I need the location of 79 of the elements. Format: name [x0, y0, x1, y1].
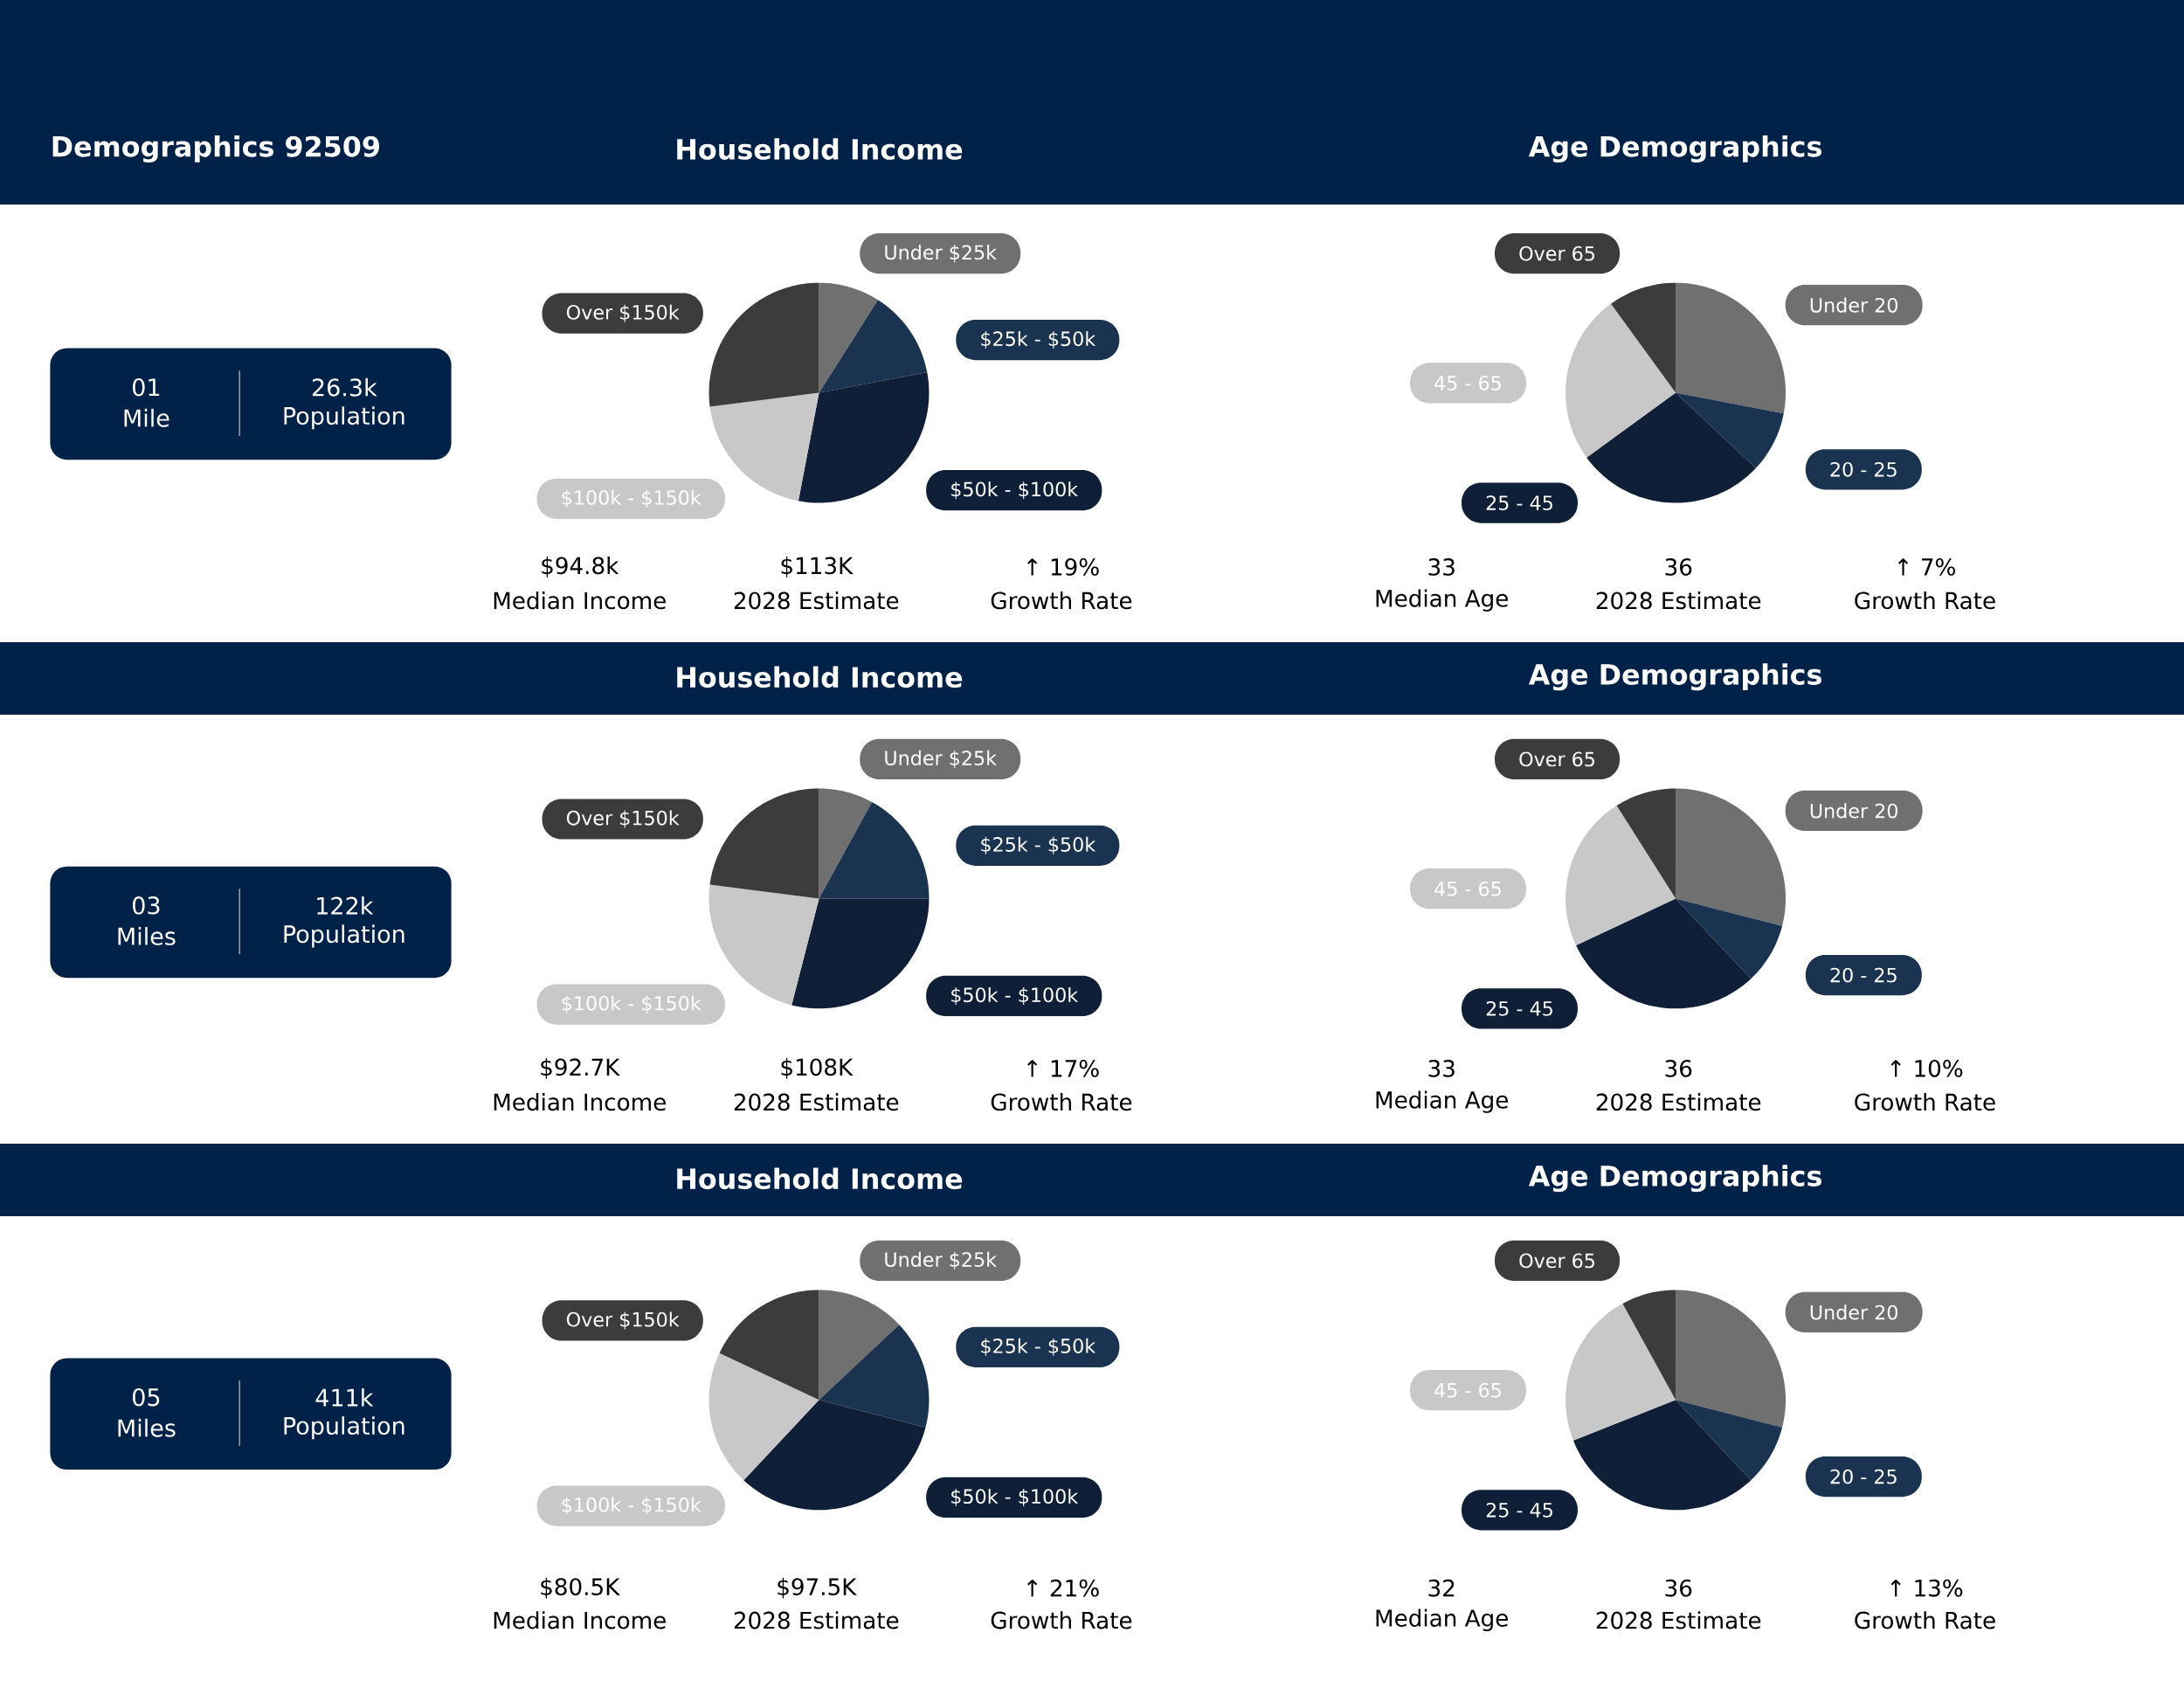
- slice-label: $50k - $100k: [951, 986, 1079, 1005]
- text: Population: [284, 1415, 404, 1440]
- text: 2028 Estimate: [734, 1610, 899, 1629]
- text: ↑ 10%: [1890, 1059, 1963, 1077]
- text: Median Age: [1376, 1608, 1508, 1631]
- text: Growth Rate: [991, 1610, 1132, 1629]
- slice-label: $50k - $100k: [951, 1488, 1079, 1506]
- chart-title: Age Demographics: [1528, 135, 1821, 163]
- text: $94.8k: [542, 556, 619, 578]
- slice-label: Under 20: [1810, 803, 1898, 819]
- slice-label: $25k - $50k: [981, 1338, 1096, 1356]
- chart-title: Age Demographics: [1528, 663, 1821, 691]
- text: 411k: [315, 1387, 374, 1407]
- slice-label: Under 20: [1810, 1304, 1898, 1320]
- text: 01: [133, 377, 160, 397]
- text: ↑ 17%: [1027, 1059, 1099, 1077]
- slice-label: Over $150k: [566, 1311, 680, 1330]
- text: Population: [284, 406, 404, 430]
- chart-title: Household Income: [677, 138, 963, 160]
- text: Population: [284, 924, 404, 948]
- text: Median Income: [494, 1610, 666, 1629]
- text: 122k: [317, 896, 374, 915]
- text: 26.3k: [312, 377, 377, 397]
- slice-label: $50k - $100k: [951, 481, 1079, 500]
- text: 33: [1428, 557, 1455, 576]
- text: $97.5K: [778, 1577, 857, 1599]
- text: ↑ 19%: [1027, 557, 1099, 576]
- text: 2028 Estimate: [734, 591, 899, 610]
- chart-title: Age Demographics: [1528, 1165, 1821, 1193]
- text: Median Age: [1376, 1090, 1508, 1113]
- slice-label: 20 - 25: [1830, 967, 1897, 983]
- text: 2028 Estimate: [1596, 591, 1761, 610]
- text: Median Income: [494, 1092, 666, 1111]
- text: 2028 Estimate: [1596, 1092, 1761, 1111]
- text: Growth Rate: [991, 591, 1132, 610]
- text: Miles: [118, 1418, 176, 1437]
- text: $92.7K: [541, 1057, 620, 1079]
- slice-label: Over 65: [1519, 1253, 1595, 1269]
- text: Growth Rate: [1855, 591, 1995, 610]
- text: $80.5K: [541, 1577, 620, 1599]
- text: 36: [1665, 1579, 1692, 1597]
- text: $108K: [781, 1057, 854, 1079]
- text: 36: [1665, 1059, 1692, 1077]
- text: Miles: [118, 926, 176, 945]
- slice-label: 25 - 45: [1486, 1000, 1552, 1016]
- slice-label: Under $25k: [885, 750, 998, 768]
- slice-label: 25 - 45: [1486, 495, 1552, 510]
- slice-label: Under $25k: [885, 244, 998, 263]
- text: Median Income: [494, 591, 666, 610]
- text: 33: [1428, 1059, 1455, 1077]
- slice-label: 20 - 25: [1830, 461, 1897, 477]
- slice-label: Over 65: [1519, 751, 1595, 767]
- text: 05: [133, 1387, 160, 1407]
- slice-label: 25 - 45: [1486, 1502, 1552, 1518]
- text: $113K: [781, 556, 854, 578]
- text: ↑ 13%: [1890, 1579, 1963, 1597]
- text: 2028 Estimate: [1596, 1610, 1761, 1629]
- text: Growth Rate: [1855, 1092, 1995, 1111]
- slice-label: $25k - $50k: [981, 330, 1096, 349]
- text: 36: [1665, 557, 1692, 576]
- text: Demographics 92509: [52, 135, 379, 163]
- text: 32: [1428, 1579, 1455, 1597]
- chart-title: Household Income: [677, 1167, 963, 1189]
- text: Growth Rate: [991, 1092, 1132, 1111]
- text: 03: [133, 896, 160, 915]
- text: ↑ 21%: [1027, 1579, 1099, 1597]
- slice-label: $25k - $50k: [981, 836, 1096, 854]
- slice-label: Under 20: [1810, 297, 1898, 313]
- text: Median Age: [1376, 589, 1508, 612]
- text: Mile: [124, 408, 169, 427]
- slice-label: Over 65: [1519, 246, 1595, 261]
- chart-title: Household Income: [677, 666, 963, 688]
- slice-label: Over $150k: [566, 304, 680, 322]
- slice-label: 20 - 25: [1830, 1469, 1897, 1484]
- text: Growth Rate: [1855, 1610, 1995, 1629]
- text: 2028 Estimate: [734, 1092, 899, 1111]
- slice-label: Under $25k: [885, 1251, 998, 1269]
- slice-label: Over $150k: [566, 810, 680, 828]
- text: ↑ 7%: [1897, 557, 1955, 576]
